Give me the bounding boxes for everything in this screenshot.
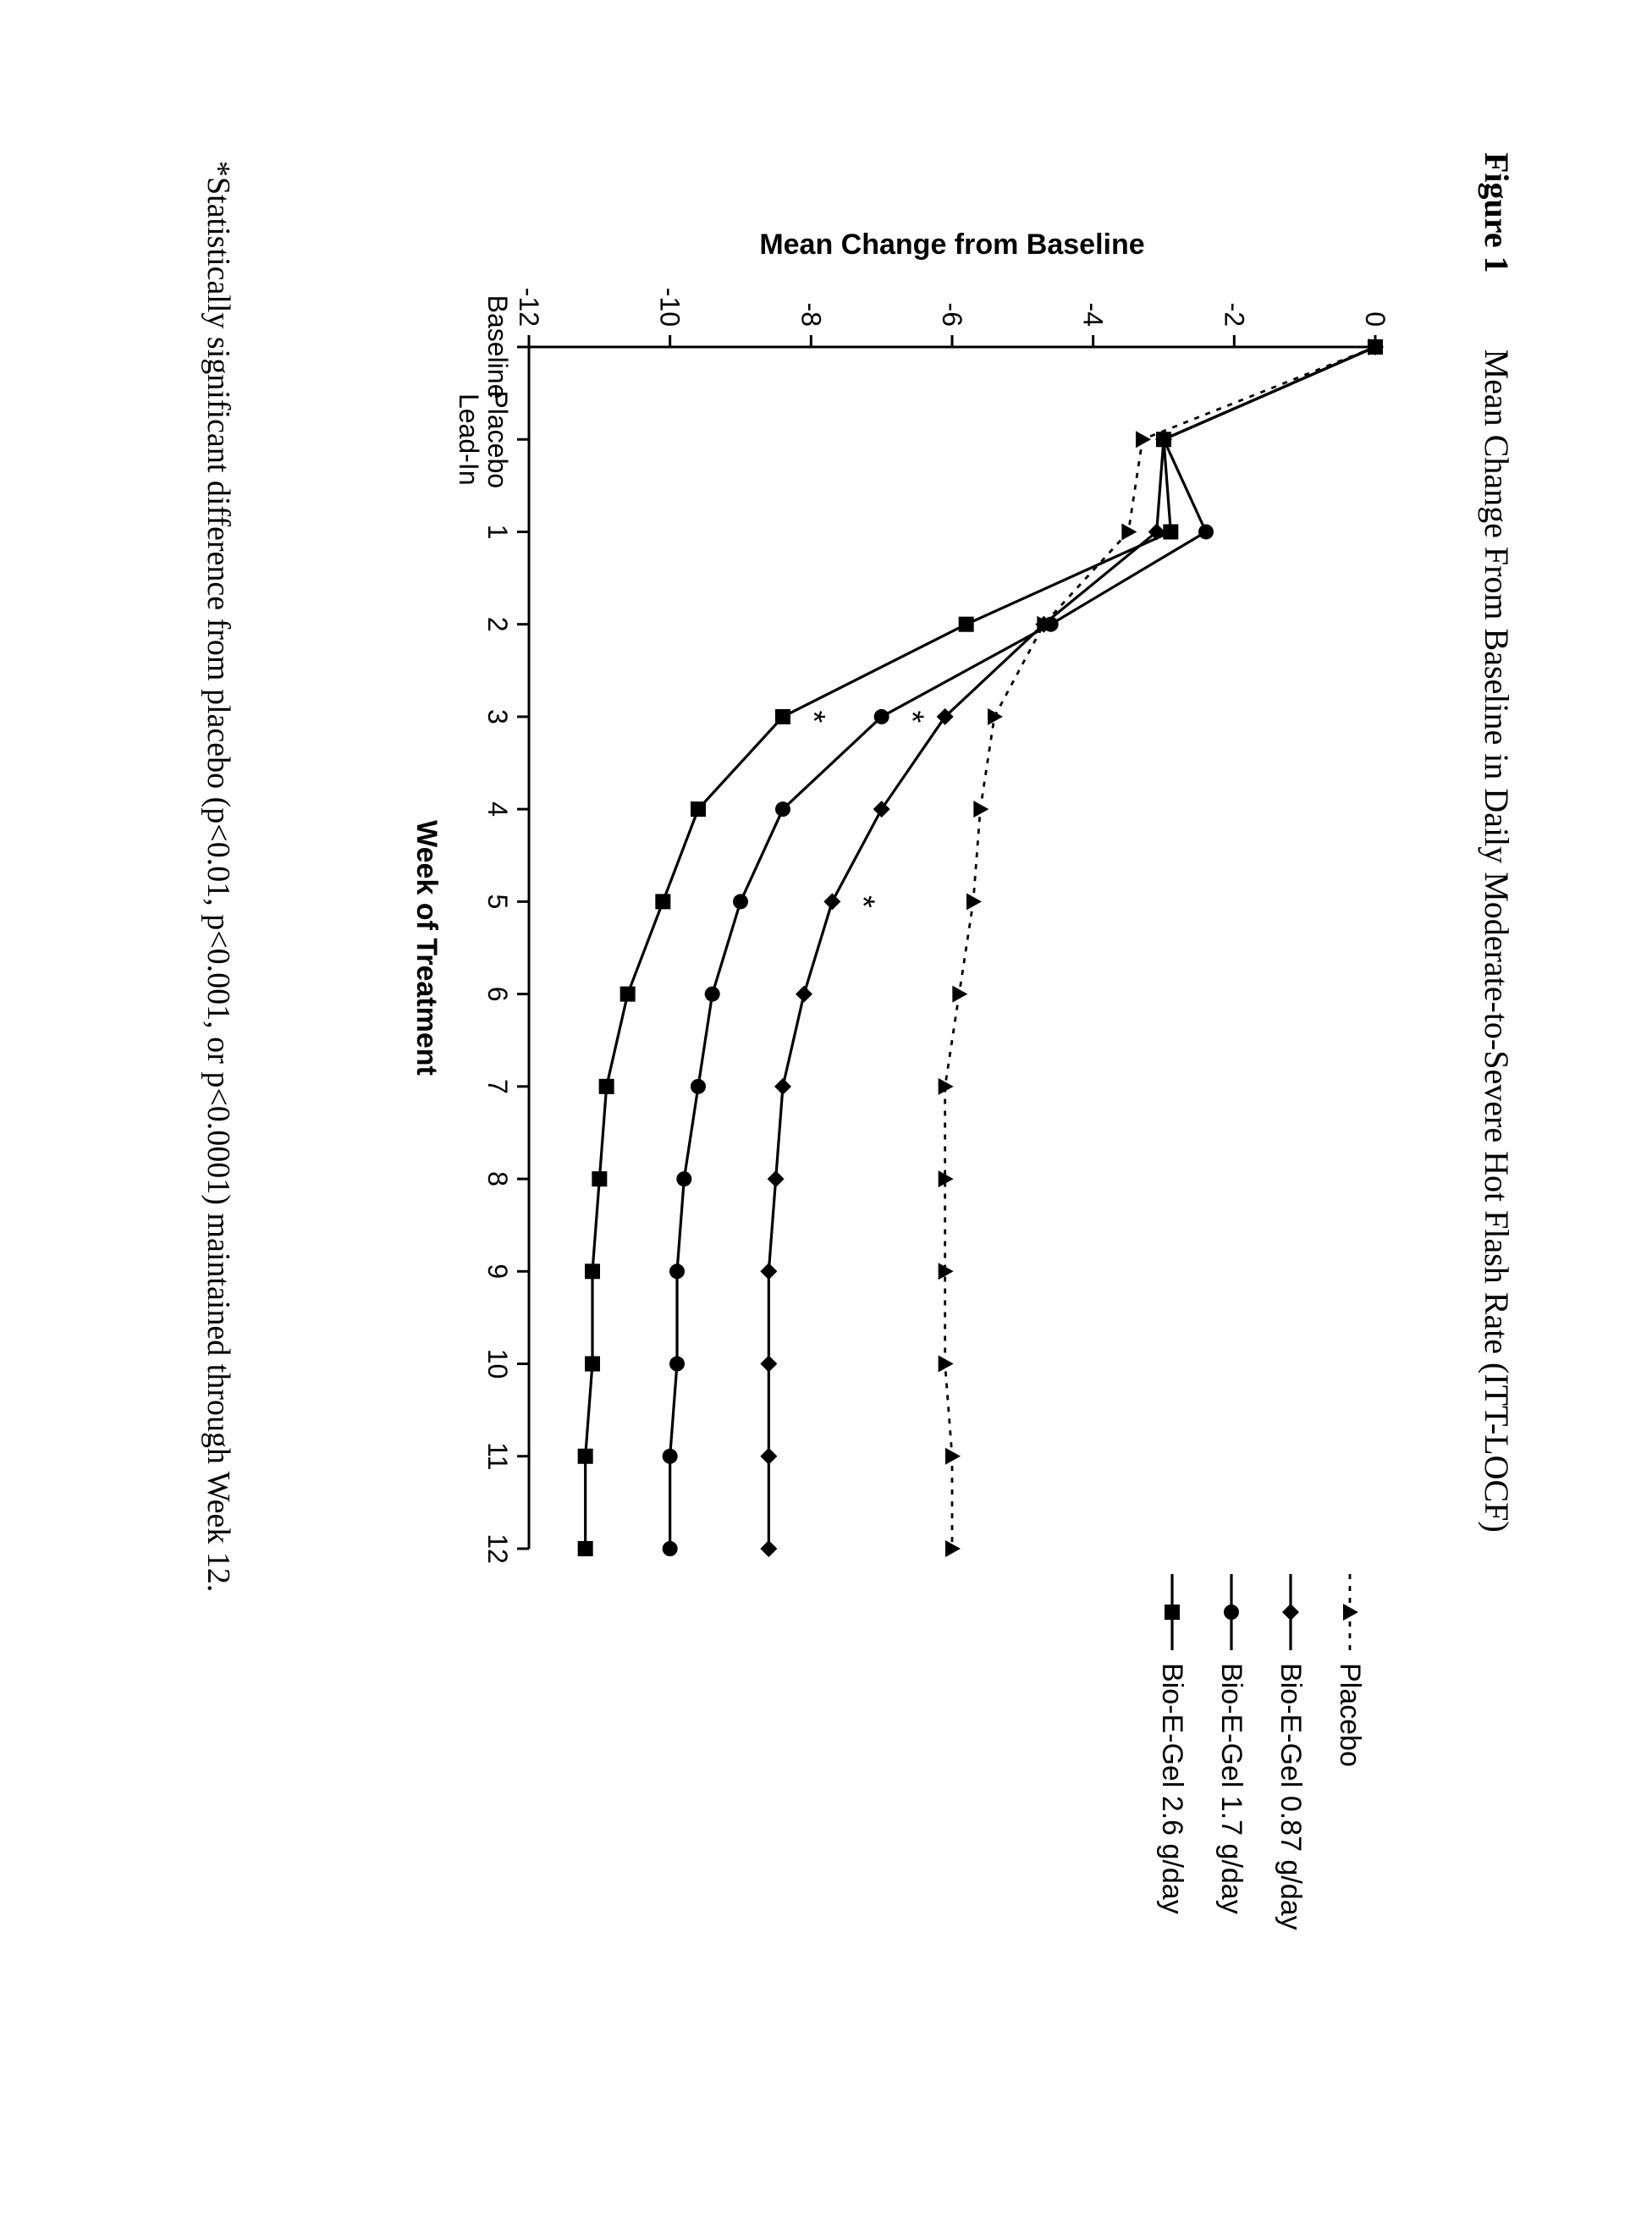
svg-text:8: 8: [482, 1171, 513, 1186]
svg-text:4: 4: [482, 801, 513, 817]
page: Figure 1 Mean Change From Baseline in Da…: [0, 0, 1652, 2213]
svg-text:-12: -12: [514, 288, 544, 327]
svg-text:Week of Treatment: Week of Treatment: [410, 820, 443, 1076]
svg-text:Bio-E-Gel 2.6 g/day: Bio-E-Gel 2.6 g/day: [1156, 1663, 1188, 1914]
figure-label: Figure 1: [1478, 152, 1516, 273]
svg-text:1: 1: [482, 525, 513, 540]
svg-text:Placebo: Placebo: [482, 390, 513, 488]
svg-text:Lead-In: Lead-In: [454, 394, 484, 486]
svg-text:10: 10: [482, 1349, 513, 1379]
svg-text:5: 5: [482, 894, 513, 909]
svg-text:3: 3: [482, 709, 513, 724]
svg-text:-2: -2: [1219, 303, 1249, 327]
svg-text:-8: -8: [796, 303, 826, 327]
svg-text:*: *: [845, 895, 880, 908]
line-chart: 0-2-4-6-8-10-12BaselinePlaceboLead-In123…: [343, 186, 1426, 1963]
figure-footnote: *Statistically significant difference fr…: [200, 161, 237, 2082]
svg-text:Bio-E-Gel 0.87 g/day: Bio-E-Gel 0.87 g/day: [1275, 1663, 1307, 1930]
figure-heading: Figure 1 Mean Change From Baseline in Da…: [1477, 152, 1517, 2082]
svg-text:Baseline: Baseline: [482, 295, 513, 399]
svg-text:-10: -10: [655, 288, 686, 327]
svg-text:-6: -6: [937, 303, 967, 327]
svg-text:2: 2: [482, 617, 513, 632]
svg-text:*: *: [895, 711, 930, 724]
svg-text:6: 6: [482, 987, 513, 1002]
svg-text:7: 7: [482, 1079, 513, 1094]
svg-text:Placebo: Placebo: [1334, 1663, 1366, 1767]
svg-text:12: 12: [482, 1533, 513, 1564]
svg-text:-4: -4: [1078, 303, 1109, 327]
svg-text:9: 9: [482, 1263, 513, 1279]
figure-title: Mean Change From Baseline in Daily Moder…: [1478, 350, 1516, 1533]
svg-text:Bio-E-Gel 1.7 g/day: Bio-E-Gel 1.7 g/day: [1215, 1663, 1247, 1914]
chart-container: 0-2-4-6-8-10-12BaselinePlaceboLead-In123…: [339, 186, 1426, 2082]
landscape-rotator: Figure 1 Mean Change From Baseline in Da…: [0, 0, 1652, 2213]
svg-text:Mean Change from Baseline: Mean Change from Baseline: [759, 228, 1144, 261]
content: Figure 1 Mean Change From Baseline in Da…: [200, 152, 1517, 2082]
svg-text:11: 11: [482, 1442, 513, 1470]
svg-text:*: *: [796, 711, 831, 724]
svg-text:0: 0: [1360, 311, 1390, 327]
